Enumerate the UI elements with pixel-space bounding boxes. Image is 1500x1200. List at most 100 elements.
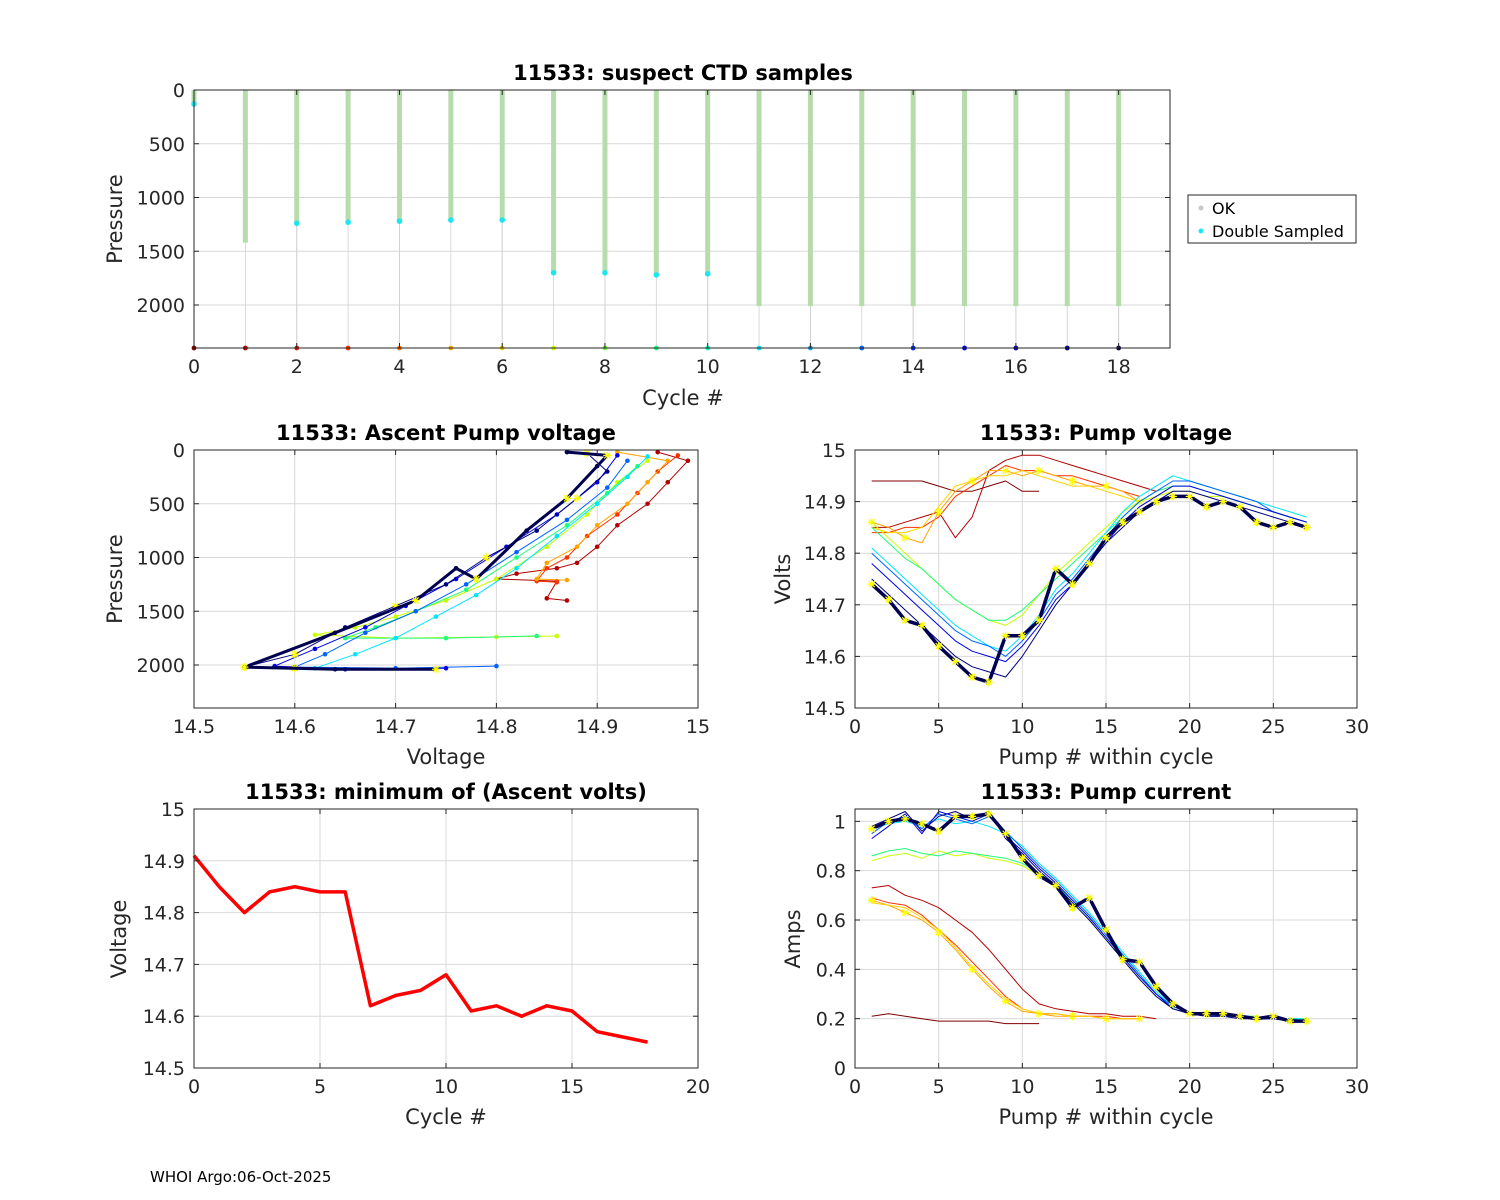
pump-voltage-marker bbox=[1152, 497, 1161, 506]
pumpvolt-plot-area: 0 5 10 15 20 25 30 14.5 14.6 14.7 14.8 14.9 15 bbox=[804, 440, 1369, 738]
pumpcurrent-x-tick-label: 0 bbox=[849, 1076, 861, 1098]
ascent-axes-box bbox=[193, 449, 699, 709]
ctd-x-tick-label: 0 bbox=[188, 356, 200, 378]
pump-current-marker bbox=[1118, 955, 1127, 964]
pump-current-marker bbox=[1018, 854, 1027, 863]
minvolts-y-tick-label: 14.8 bbox=[143, 903, 185, 925]
pumpvolt-x-tick-label: 15 bbox=[1094, 716, 1118, 738]
pump-voltage-marker bbox=[1018, 631, 1027, 640]
ascent-point bbox=[393, 614, 398, 619]
pumpvolt-y-tick-label: 14.6 bbox=[804, 646, 846, 668]
ascent-point bbox=[564, 522, 570, 528]
ascent-point bbox=[594, 463, 600, 469]
pump-voltage-marker bbox=[1302, 523, 1311, 532]
pump-voltage-marker bbox=[1102, 482, 1110, 491]
ascent-plot-area: 14.5 14.6 14.7 14.8 14.9 15 0 500 1000 1500 2000 bbox=[137, 440, 710, 738]
ascent-point bbox=[554, 633, 560, 639]
ascent-point bbox=[524, 528, 529, 533]
ascent-y-tick-label: 2000 bbox=[137, 655, 185, 677]
ascent-point bbox=[443, 665, 449, 671]
pump-current-series-line bbox=[871, 811, 1307, 1022]
ctd-axes-box bbox=[193, 89, 1171, 349]
ascent-point bbox=[443, 582, 449, 587]
pump-current-marker bbox=[1102, 925, 1110, 934]
minvolts-x-tick-label: 20 bbox=[686, 1076, 710, 1098]
ascent-y-tick-label: 500 bbox=[149, 494, 185, 516]
pumpcurrent-y-tick-label: 0.6 bbox=[816, 910, 846, 932]
pump-voltage-marker bbox=[1051, 564, 1060, 573]
pumpcurrent-y-tick-label: 0.4 bbox=[816, 959, 846, 981]
pumpvolt-y-tick-label: 14.9 bbox=[804, 492, 846, 514]
pumpcurrent-y-tick-label: 0 bbox=[834, 1058, 846, 1080]
ctd-x-tick-label: 16 bbox=[1004, 356, 1028, 378]
ascent-axes: 14.5 14.6 14.7 14.8 14.9 15 0 500 1000 1500 2000 bbox=[137, 440, 710, 738]
pumpvolt-x-tick-label: 20 bbox=[1178, 716, 1202, 738]
pump-current-marker bbox=[1001, 997, 1010, 1006]
ascent-point bbox=[534, 633, 540, 639]
pump-voltage-marker bbox=[1118, 518, 1127, 527]
ascent-point bbox=[594, 501, 600, 507]
ascent-marker bbox=[562, 494, 571, 503]
ctd-y-tick-label: 0 bbox=[173, 80, 185, 102]
minvolts-y-tick-label: 15 bbox=[161, 799, 185, 821]
ctd-x-tick-label: 6 bbox=[496, 356, 508, 378]
pump-current-marker bbox=[1051, 881, 1060, 890]
legend-ok-label: OK bbox=[1212, 199, 1236, 218]
pump-voltage-marker bbox=[867, 580, 876, 589]
pumpcurrent-y-tick-label: 0.8 bbox=[816, 861, 846, 883]
ascent-point bbox=[645, 454, 650, 459]
ascent-title: 11533: Ascent Pump voltage bbox=[276, 421, 616, 445]
ascent-point bbox=[514, 571, 519, 576]
minvolts-x-tick-label: 10 bbox=[434, 1076, 458, 1098]
ascent-point bbox=[514, 565, 519, 571]
pump-voltage-marker bbox=[1068, 476, 1077, 485]
ascent-point bbox=[332, 667, 338, 672]
ctd-y-tick-label: 1000 bbox=[137, 188, 185, 210]
ascent-point bbox=[615, 512, 620, 517]
pumpcurrent-y-axis-label: Amps bbox=[781, 909, 805, 968]
minvolts-x-tick-label: 5 bbox=[314, 1076, 326, 1098]
pumpcurrent-axes-box bbox=[854, 808, 1358, 1069]
pump-current-marker bbox=[984, 809, 993, 818]
ascent-point bbox=[564, 555, 570, 560]
pump-voltage-marker bbox=[901, 533, 910, 542]
minvolts-x-tick-label: 0 bbox=[188, 1076, 200, 1098]
ascent-y-tick-label: 0 bbox=[173, 440, 185, 462]
ascent-point bbox=[564, 517, 570, 523]
ascent-point bbox=[514, 549, 519, 555]
pumpcurrent-x-axis-label: Pump # within cycle bbox=[999, 1105, 1214, 1129]
ctd-y-tick-label: 500 bbox=[149, 134, 185, 156]
minvolts-y-tick-label: 14.7 bbox=[143, 954, 185, 976]
ascent-point bbox=[594, 544, 600, 550]
legend-double-sampled-label: Double Sampled bbox=[1212, 222, 1344, 241]
ascent-point bbox=[645, 458, 650, 464]
ascent-point bbox=[413, 608, 419, 614]
ascent-point bbox=[332, 630, 338, 636]
ctd-axes: 0 2 4 6 8 10 12 14 16 18 0 500 1000 1500 2000 bbox=[137, 80, 1171, 378]
ascent-x-tick-label: 14.9 bbox=[576, 716, 618, 738]
ascent-x-tick-label: 15 bbox=[686, 716, 710, 738]
pump-voltage-marker bbox=[1235, 502, 1244, 511]
ctd-x-tick-label: 8 bbox=[599, 356, 611, 378]
ctd-x-tick-label: 4 bbox=[393, 356, 405, 378]
pump-voltage-marker bbox=[1085, 559, 1094, 568]
minvolts-plot-area: 0 5 10 15 20 14.5 14.6 14.7 14.8 14.9 15 bbox=[143, 799, 710, 1098]
ascent-point bbox=[514, 555, 519, 560]
pump-voltage-marker bbox=[1068, 580, 1077, 589]
legend-double-sampled-marker bbox=[1198, 228, 1204, 234]
pump-voltage-marker bbox=[1185, 492, 1194, 501]
ascent-point bbox=[494, 576, 499, 582]
legend-ok-marker bbox=[1198, 205, 1204, 211]
pumpvolt-title: 11533: Pump voltage bbox=[980, 421, 1232, 445]
pumpcurrent-x-tick-label: 5 bbox=[933, 1076, 945, 1098]
ascent-point bbox=[554, 565, 560, 571]
pump-voltage-marker bbox=[1035, 616, 1044, 625]
pumpvolt-axes: 0 5 10 15 20 25 30 14.5 14.6 14.7 14.8 14.9 15 bbox=[804, 440, 1369, 738]
ascent-point bbox=[655, 449, 660, 455]
ascent-point bbox=[625, 458, 630, 464]
pump-voltage-marker bbox=[1168, 492, 1177, 501]
ctd-x-axis-label: Cycle # bbox=[642, 386, 724, 410]
ascent-point bbox=[433, 614, 439, 619]
double-sampled-point bbox=[448, 217, 454, 223]
pumpcurrent-title: 11533: Pump current bbox=[981, 780, 1232, 804]
